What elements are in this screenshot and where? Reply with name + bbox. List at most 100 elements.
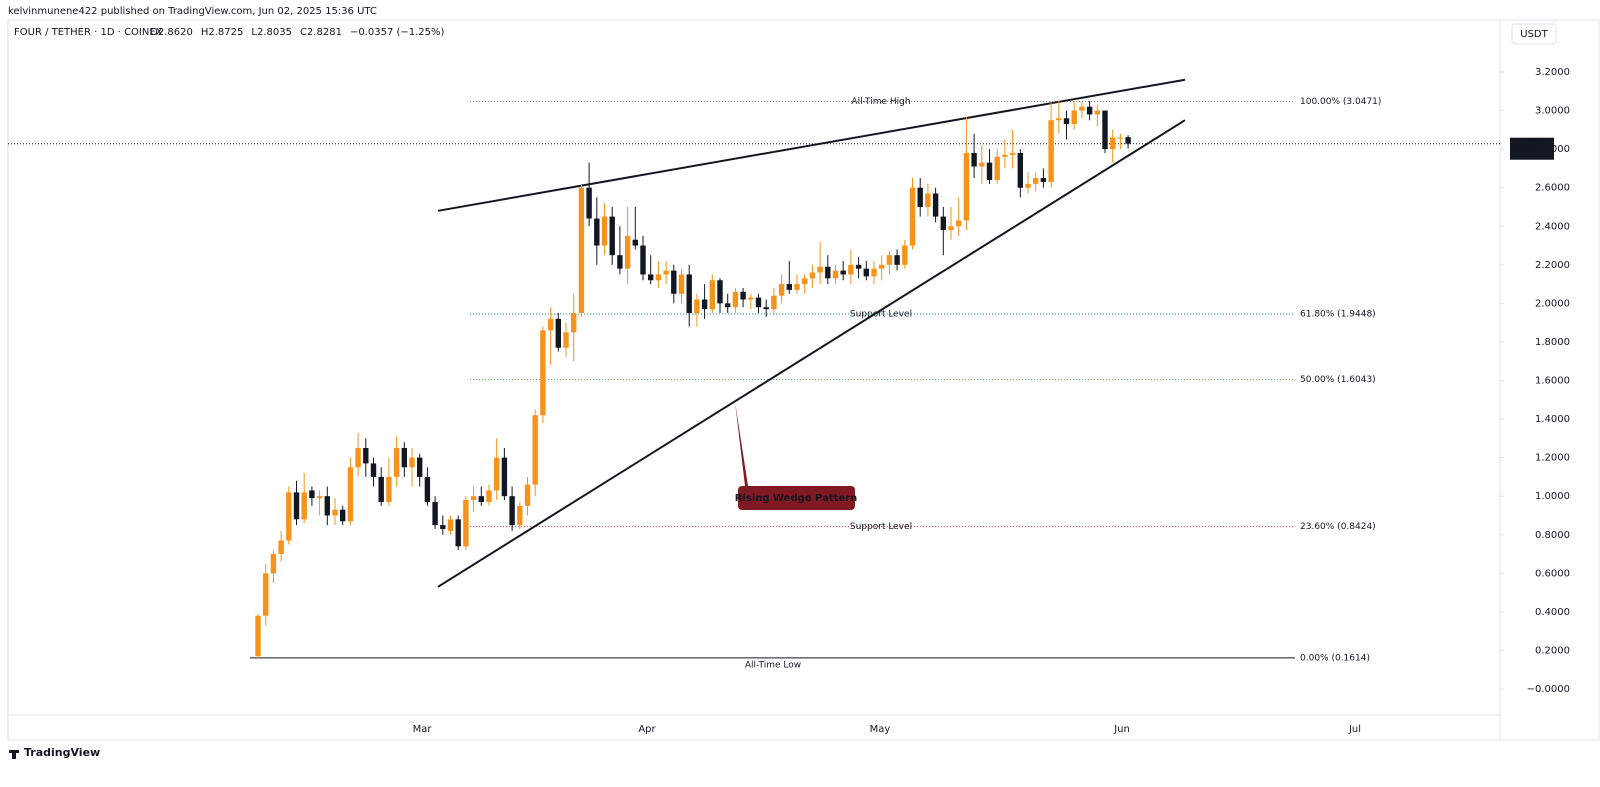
candle-body — [802, 278, 808, 285]
y-tick-label: 1.6000 — [1535, 376, 1570, 387]
candle-body — [1110, 137, 1116, 150]
currency-label[interactable]: USDT — [1520, 29, 1548, 40]
candle-body — [1071, 110, 1077, 125]
candle-body — [578, 187, 585, 314]
candle-body — [393, 447, 400, 477]
brand: TradingView — [24, 746, 100, 759]
currency-button[interactable] — [1511, 23, 1557, 45]
y-tick-label: 1.0000 — [1535, 491, 1570, 502]
y-tick-label: 0.6000 — [1535, 568, 1570, 579]
x-tick-label: Mar — [413, 724, 433, 735]
candle-body — [1040, 178, 1047, 182]
price-tag-value: 2.8281 — [1513, 139, 1552, 150]
candle-body — [886, 255, 893, 265]
candle-body — [879, 264, 885, 269]
trend-line — [437, 119, 1186, 588]
y-tick-label: 0.8000 — [1535, 530, 1570, 541]
candle-body — [1025, 183, 1031, 188]
candle-body — [494, 457, 500, 491]
candle-body — [902, 245, 908, 265]
candle-body — [686, 274, 692, 314]
candle-body — [624, 235, 631, 269]
candle-body — [455, 519, 461, 547]
candle-body — [601, 216, 608, 246]
candle-body — [825, 266, 831, 279]
candle-body — [755, 297, 762, 308]
candle-body — [1125, 137, 1131, 144]
y-tick-label: 2.2000 — [1535, 260, 1570, 271]
candle-body — [363, 447, 369, 464]
candle-body — [771, 295, 777, 310]
candle-body — [1056, 118, 1062, 121]
candle-body — [863, 268, 869, 277]
candle-body — [748, 297, 754, 300]
ohlc-value: L2.8035 — [251, 27, 292, 38]
y-tick-label: 2.4000 — [1535, 221, 1570, 232]
candle-body — [1048, 120, 1054, 182]
candle-body — [786, 284, 792, 290]
candle-body — [709, 280, 715, 310]
x-tick-label: May — [870, 724, 891, 735]
candle-body — [940, 216, 946, 231]
candle-body — [678, 274, 685, 294]
candle-body — [1094, 110, 1100, 115]
candle-body — [925, 193, 931, 207]
fib-label: 61.80% (1.9448) — [1300, 310, 1376, 320]
candle-body — [347, 467, 354, 522]
fib-label: 23.60% (0.8424) — [1300, 522, 1376, 532]
candle-body — [648, 274, 654, 281]
candle-body — [517, 505, 523, 526]
candle-body — [594, 218, 600, 246]
candle-body — [432, 501, 438, 526]
candle-body — [324, 496, 330, 516]
candle-body — [979, 162, 985, 167]
callout — [735, 401, 748, 486]
candle-body — [424, 476, 431, 502]
candle-body — [378, 476, 384, 502]
publisher: kelvinmunene422 published on TradingView… — [8, 6, 377, 17]
y-tick-label: 1.8000 — [1535, 337, 1570, 348]
candle-body — [840, 270, 846, 275]
price-tag-countdown: 08:23:13 — [1512, 149, 1552, 159]
candle-body — [1009, 152, 1016, 155]
candle-body — [701, 299, 708, 310]
candle-body — [447, 519, 454, 531]
candle-body — [817, 266, 823, 273]
candle-body — [463, 500, 469, 547]
candle-body — [763, 307, 769, 310]
candle-body — [409, 457, 415, 468]
candle-body — [725, 303, 731, 308]
candle-body — [332, 509, 338, 516]
candle-body — [855, 264, 862, 269]
candle-body — [740, 291, 746, 300]
brand-logo — [9, 750, 19, 759]
price-tag — [1510, 137, 1554, 160]
candle-body — [732, 291, 739, 308]
candle-body — [1017, 152, 1023, 188]
fib-name: Support Level — [850, 522, 912, 532]
x-tick-label: Apr — [638, 724, 656, 735]
candle-body — [478, 496, 484, 502]
candle-body — [263, 573, 269, 616]
candle-body — [571, 313, 577, 333]
candle-body — [370, 463, 377, 477]
candle-body — [794, 284, 800, 290]
fib-name: All-Time Low — [745, 660, 801, 670]
candle-body — [270, 554, 277, 574]
candle-body — [309, 490, 315, 499]
candle-body — [932, 193, 939, 217]
candle-body — [956, 220, 962, 227]
candle-body — [909, 187, 916, 246]
pane-frame — [7, 19, 1600, 741]
candle-body — [617, 255, 623, 269]
candle-body — [255, 615, 261, 657]
y-tick-label: 2.6000 — [1535, 183, 1570, 194]
candle-body — [971, 152, 977, 167]
candle-body — [278, 540, 284, 555]
candle-body — [809, 272, 816, 279]
candle-body — [486, 490, 492, 502]
candle-body — [524, 484, 531, 506]
